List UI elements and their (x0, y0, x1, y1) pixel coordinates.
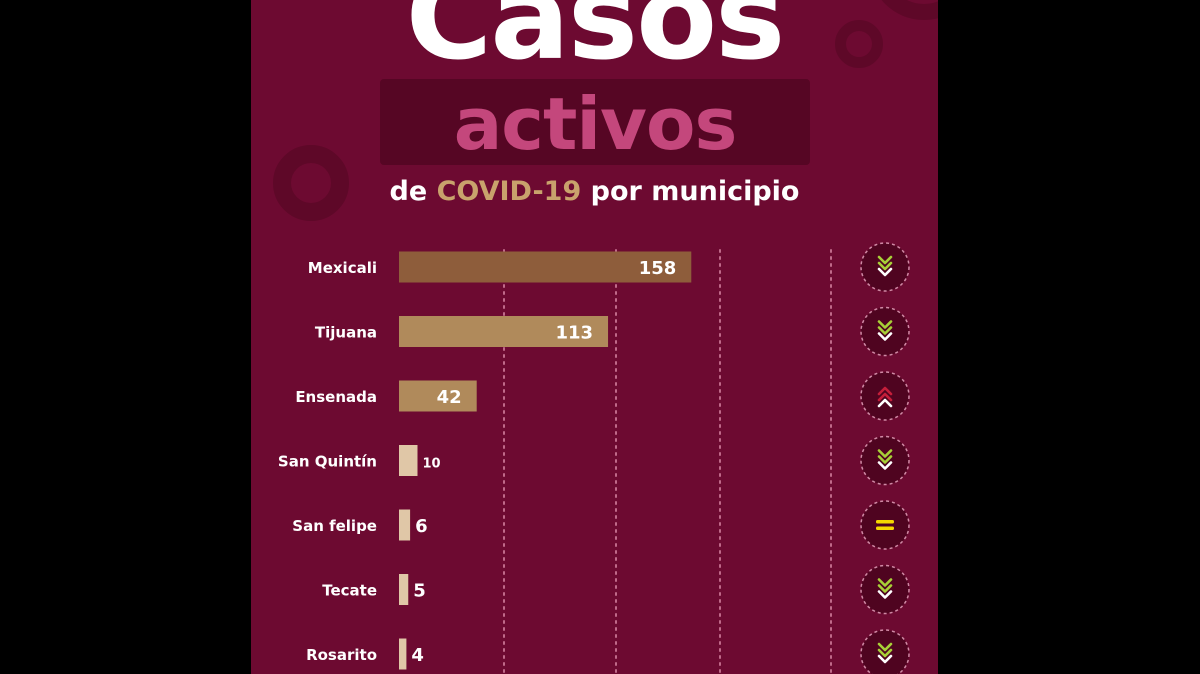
value-label: 158 (639, 258, 677, 279)
bar (399, 509, 411, 541)
bar (399, 638, 407, 670)
trend-equal-icon (860, 500, 910, 550)
bar-chart: Mexicali 158 Tijuana 113 Ensenada 42 San Quint… (278, 242, 910, 674)
bar (399, 316, 609, 347)
trend-up-icon (860, 371, 910, 421)
title-sub: activos (453, 82, 738, 166)
trend-down-icon (860, 564, 910, 615)
value-label: 10 (423, 457, 441, 472)
title-sub-box: activos (380, 79, 810, 166)
subtitle-prefix: de (389, 176, 437, 207)
title-main: Casos (405, 0, 786, 86)
trend-down-icon (860, 629, 910, 674)
value-label: 6 (415, 516, 428, 537)
value-label: 42 (437, 387, 462, 408)
bar (399, 445, 418, 476)
category-label: Rosarito (306, 646, 377, 664)
trend-down-icon (860, 242, 910, 292)
value-label: 5 (413, 581, 426, 602)
category-label: San Quintín (278, 453, 377, 471)
category-label: Ensenada (295, 388, 377, 406)
subtitle: de COVID-19 por municipio (251, 176, 938, 207)
category-label: Tijuana (315, 324, 377, 342)
subtitle-suffix: por municipio (581, 176, 800, 207)
bar (399, 251, 692, 283)
trend-down-icon (860, 435, 910, 486)
category-label: Mexicali (308, 259, 377, 277)
category-label: San felipe (292, 517, 377, 535)
value-label: 4 (411, 645, 424, 666)
category-label: Tecate (322, 582, 377, 600)
subtitle-highlight: COVID-19 (436, 176, 582, 207)
bar (399, 380, 477, 412)
bar (399, 574, 409, 605)
value-label: 113 (555, 323, 593, 344)
trend-down-icon (860, 306, 910, 357)
infographic-panel: Casos activos de COVID-19 por municipio … (251, 0, 938, 674)
decorative-ring-small (835, 20, 883, 68)
decorative-ring-left (273, 145, 349, 221)
